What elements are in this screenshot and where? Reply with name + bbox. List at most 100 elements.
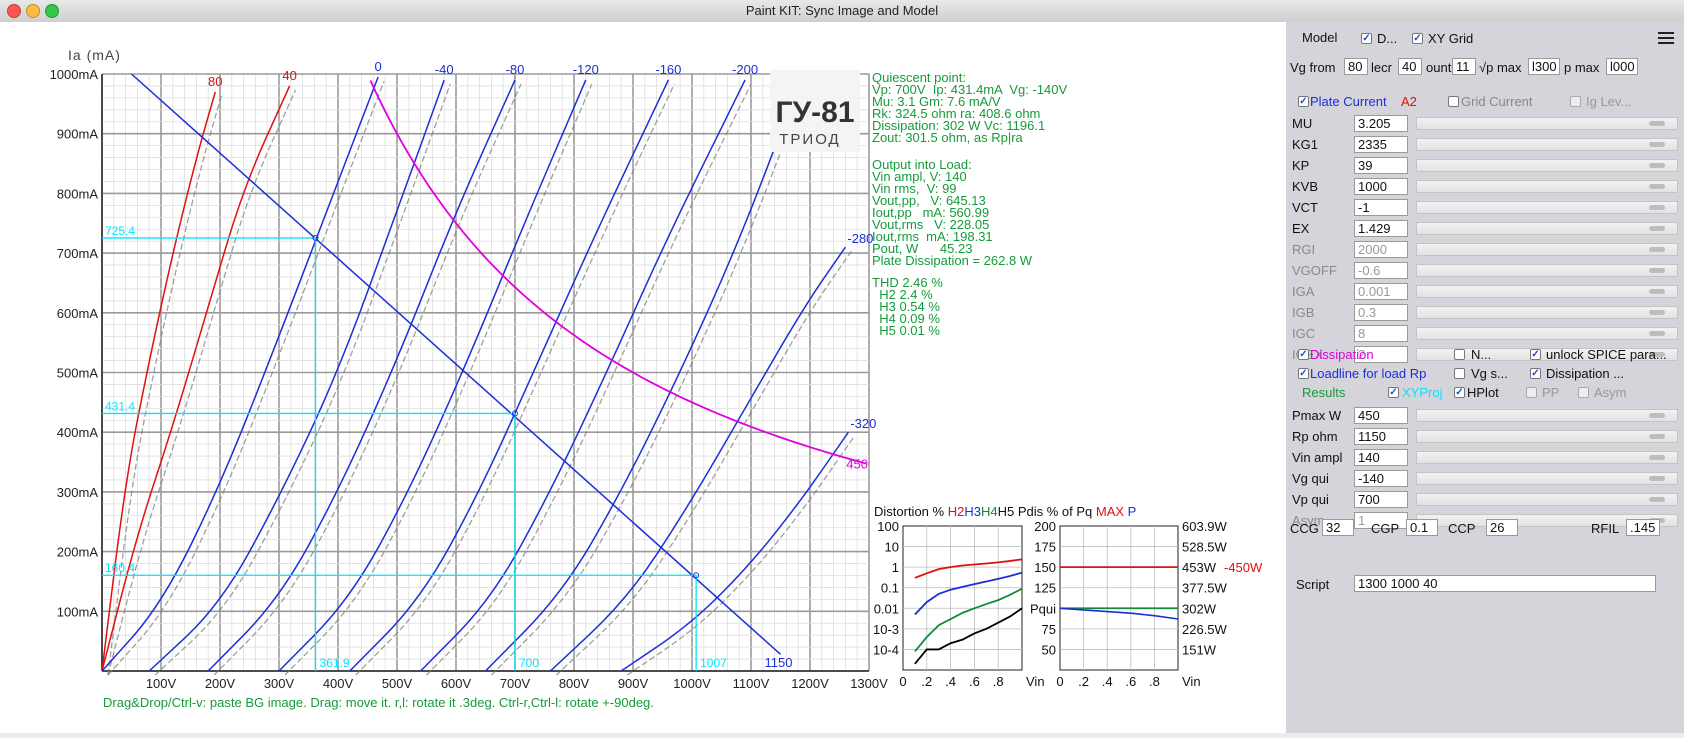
scan-curve	[626, 435, 855, 676]
param-input[interactable]: 2000	[1354, 241, 1408, 258]
slider-knob[interactable]	[1649, 434, 1665, 439]
distortion-x-tick: Vin	[1026, 674, 1045, 689]
rfil-input[interactable]: .145	[1626, 519, 1660, 536]
slider-knob[interactable]	[1649, 121, 1665, 126]
param-slider[interactable]	[1416, 201, 1678, 214]
param-slider[interactable]	[1416, 430, 1678, 443]
loadline-end-label: 1150	[765, 655, 793, 670]
slider-knob[interactable]	[1649, 289, 1665, 294]
param-input[interactable]: 0.3	[1354, 304, 1408, 321]
loadline-label: Loadline for load Rp	[1310, 366, 1427, 381]
param-slider[interactable]	[1416, 138, 1678, 151]
xy-grid-checkbox[interactable]: ✓	[1412, 33, 1423, 44]
param-slider[interactable]	[1416, 493, 1678, 506]
ip-max-input[interactable]: l000	[1606, 58, 1638, 75]
vg-from-input[interactable]: 80	[1344, 58, 1368, 75]
slider-knob[interactable]	[1649, 247, 1665, 252]
dissipation-checkbox[interactable]: ✓	[1298, 349, 1309, 360]
curve-label: -40	[435, 62, 454, 77]
param-slider[interactable]	[1416, 264, 1678, 277]
ccp-input[interactable]: 26	[1486, 519, 1518, 536]
slider-knob[interactable]	[1649, 268, 1665, 273]
slider-knob[interactable]	[1649, 331, 1665, 336]
param-input[interactable]: -0.6	[1354, 262, 1408, 279]
asym-checkbox[interactable]	[1578, 387, 1589, 398]
slider-knob[interactable]	[1649, 413, 1665, 418]
dissipation-curve-checkbox[interactable]: ✓	[1530, 368, 1541, 379]
param-input[interactable]: 1150	[1354, 428, 1408, 445]
pdis-max-label: -450W	[1224, 560, 1263, 575]
distortion-y-tick: 10-4	[873, 642, 899, 657]
model-label: Model	[1302, 30, 1338, 45]
slider-knob[interactable]	[1649, 205, 1665, 210]
slider-knob[interactable]	[1649, 476, 1665, 481]
incr-input[interactable]: 40	[1398, 58, 1422, 75]
param-row: VCT -1	[1286, 198, 1684, 219]
slider-knob[interactable]	[1649, 226, 1665, 231]
pp-checkbox[interactable]	[1526, 387, 1537, 398]
param-slider[interactable]	[1416, 451, 1678, 464]
minimize-window-button[interactable]	[26, 4, 40, 18]
param-slider[interactable]	[1416, 348, 1678, 361]
vp-max-input[interactable]: l300	[1528, 58, 1560, 75]
count-input[interactable]: 11	[1452, 58, 1476, 75]
distortion-x-tick: .4	[945, 674, 956, 689]
param-slider[interactable]	[1416, 222, 1678, 235]
param-input[interactable]: 2335	[1354, 136, 1408, 153]
loadline-checkbox[interactable]: ✓	[1298, 368, 1309, 379]
param-input[interactable]: 700	[1354, 491, 1408, 508]
distortion-y-tick: 0.1	[881, 581, 899, 596]
param-slider[interactable]	[1416, 285, 1678, 298]
grid-curve-0	[101, 76, 379, 672]
param-slider[interactable]	[1416, 243, 1678, 256]
param-slider[interactable]	[1416, 180, 1678, 193]
script-input[interactable]: 1300 1000 40	[1354, 575, 1656, 592]
param-slider[interactable]	[1416, 306, 1678, 319]
slider-knob[interactable]	[1649, 497, 1665, 502]
zoom-window-button[interactable]	[45, 4, 59, 18]
param-input[interactable]: 1.429	[1354, 220, 1408, 237]
param-input[interactable]: 39	[1354, 157, 1408, 174]
ig-lev-label: Ig Lev...	[1586, 94, 1632, 109]
plot-area[interactable]: Ia (mA) 100mA 200mA 300mA 400mA 500mA 600mA 700…	[0, 22, 1286, 733]
param-slider[interactable]	[1416, 409, 1678, 422]
unlock-spice-checkbox[interactable]: ✓	[1530, 349, 1541, 360]
ig-lev-checkbox[interactable]	[1570, 96, 1581, 107]
characteristics-plot[interactable]: Ia (mA) 100mA 200mA 300mA 400mA 500mA 600mA 700…	[0, 22, 1286, 733]
cgp-input[interactable]: 0.1	[1406, 519, 1438, 536]
param-slider[interactable]	[1416, 159, 1678, 172]
param-slider[interactable]	[1416, 472, 1678, 485]
param-input[interactable]: 140	[1354, 449, 1408, 466]
param-input[interactable]: 0.001	[1354, 283, 1408, 300]
curve-label: 40	[282, 68, 296, 83]
param-input[interactable]: 450	[1354, 407, 1408, 424]
slider-knob[interactable]	[1649, 184, 1665, 189]
vg-s-checkbox[interactable]	[1454, 368, 1465, 379]
param-slider[interactable]	[1416, 327, 1678, 340]
slider-knob[interactable]	[1649, 455, 1665, 460]
hplot-checkbox[interactable]: ✓	[1454, 387, 1465, 398]
xyproj-checkbox[interactable]: ✓	[1388, 387, 1399, 398]
param-slider[interactable]	[1416, 117, 1678, 130]
param-input[interactable]: -1	[1354, 199, 1408, 216]
param-input[interactable]: 2	[1354, 346, 1408, 363]
param-input[interactable]: 3.205	[1354, 115, 1408, 132]
slider-knob[interactable]	[1649, 352, 1665, 357]
menu-icon[interactable]	[1658, 30, 1674, 45]
slider-knob[interactable]	[1649, 310, 1665, 315]
close-window-button[interactable]	[7, 4, 21, 18]
n-checkbox[interactable]	[1454, 349, 1465, 360]
param-row: KG1 2335	[1286, 135, 1684, 156]
d-checkbox[interactable]: ✓	[1361, 33, 1372, 44]
plate-current-checkbox[interactable]: ✓	[1298, 96, 1309, 107]
param-input[interactable]: 1000	[1354, 178, 1408, 195]
scan-curve	[355, 83, 675, 676]
ccg-input[interactable]: 32	[1322, 519, 1354, 536]
thd-line: THD 2.46 %	[872, 275, 943, 290]
grid-current-checkbox[interactable]	[1448, 96, 1459, 107]
slider-knob[interactable]	[1649, 163, 1665, 168]
slider-knob[interactable]	[1649, 142, 1665, 147]
param-input[interactable]: -140	[1354, 470, 1408, 487]
param-input[interactable]: 8	[1354, 325, 1408, 342]
param-input[interactable]: 1	[1354, 512, 1408, 529]
